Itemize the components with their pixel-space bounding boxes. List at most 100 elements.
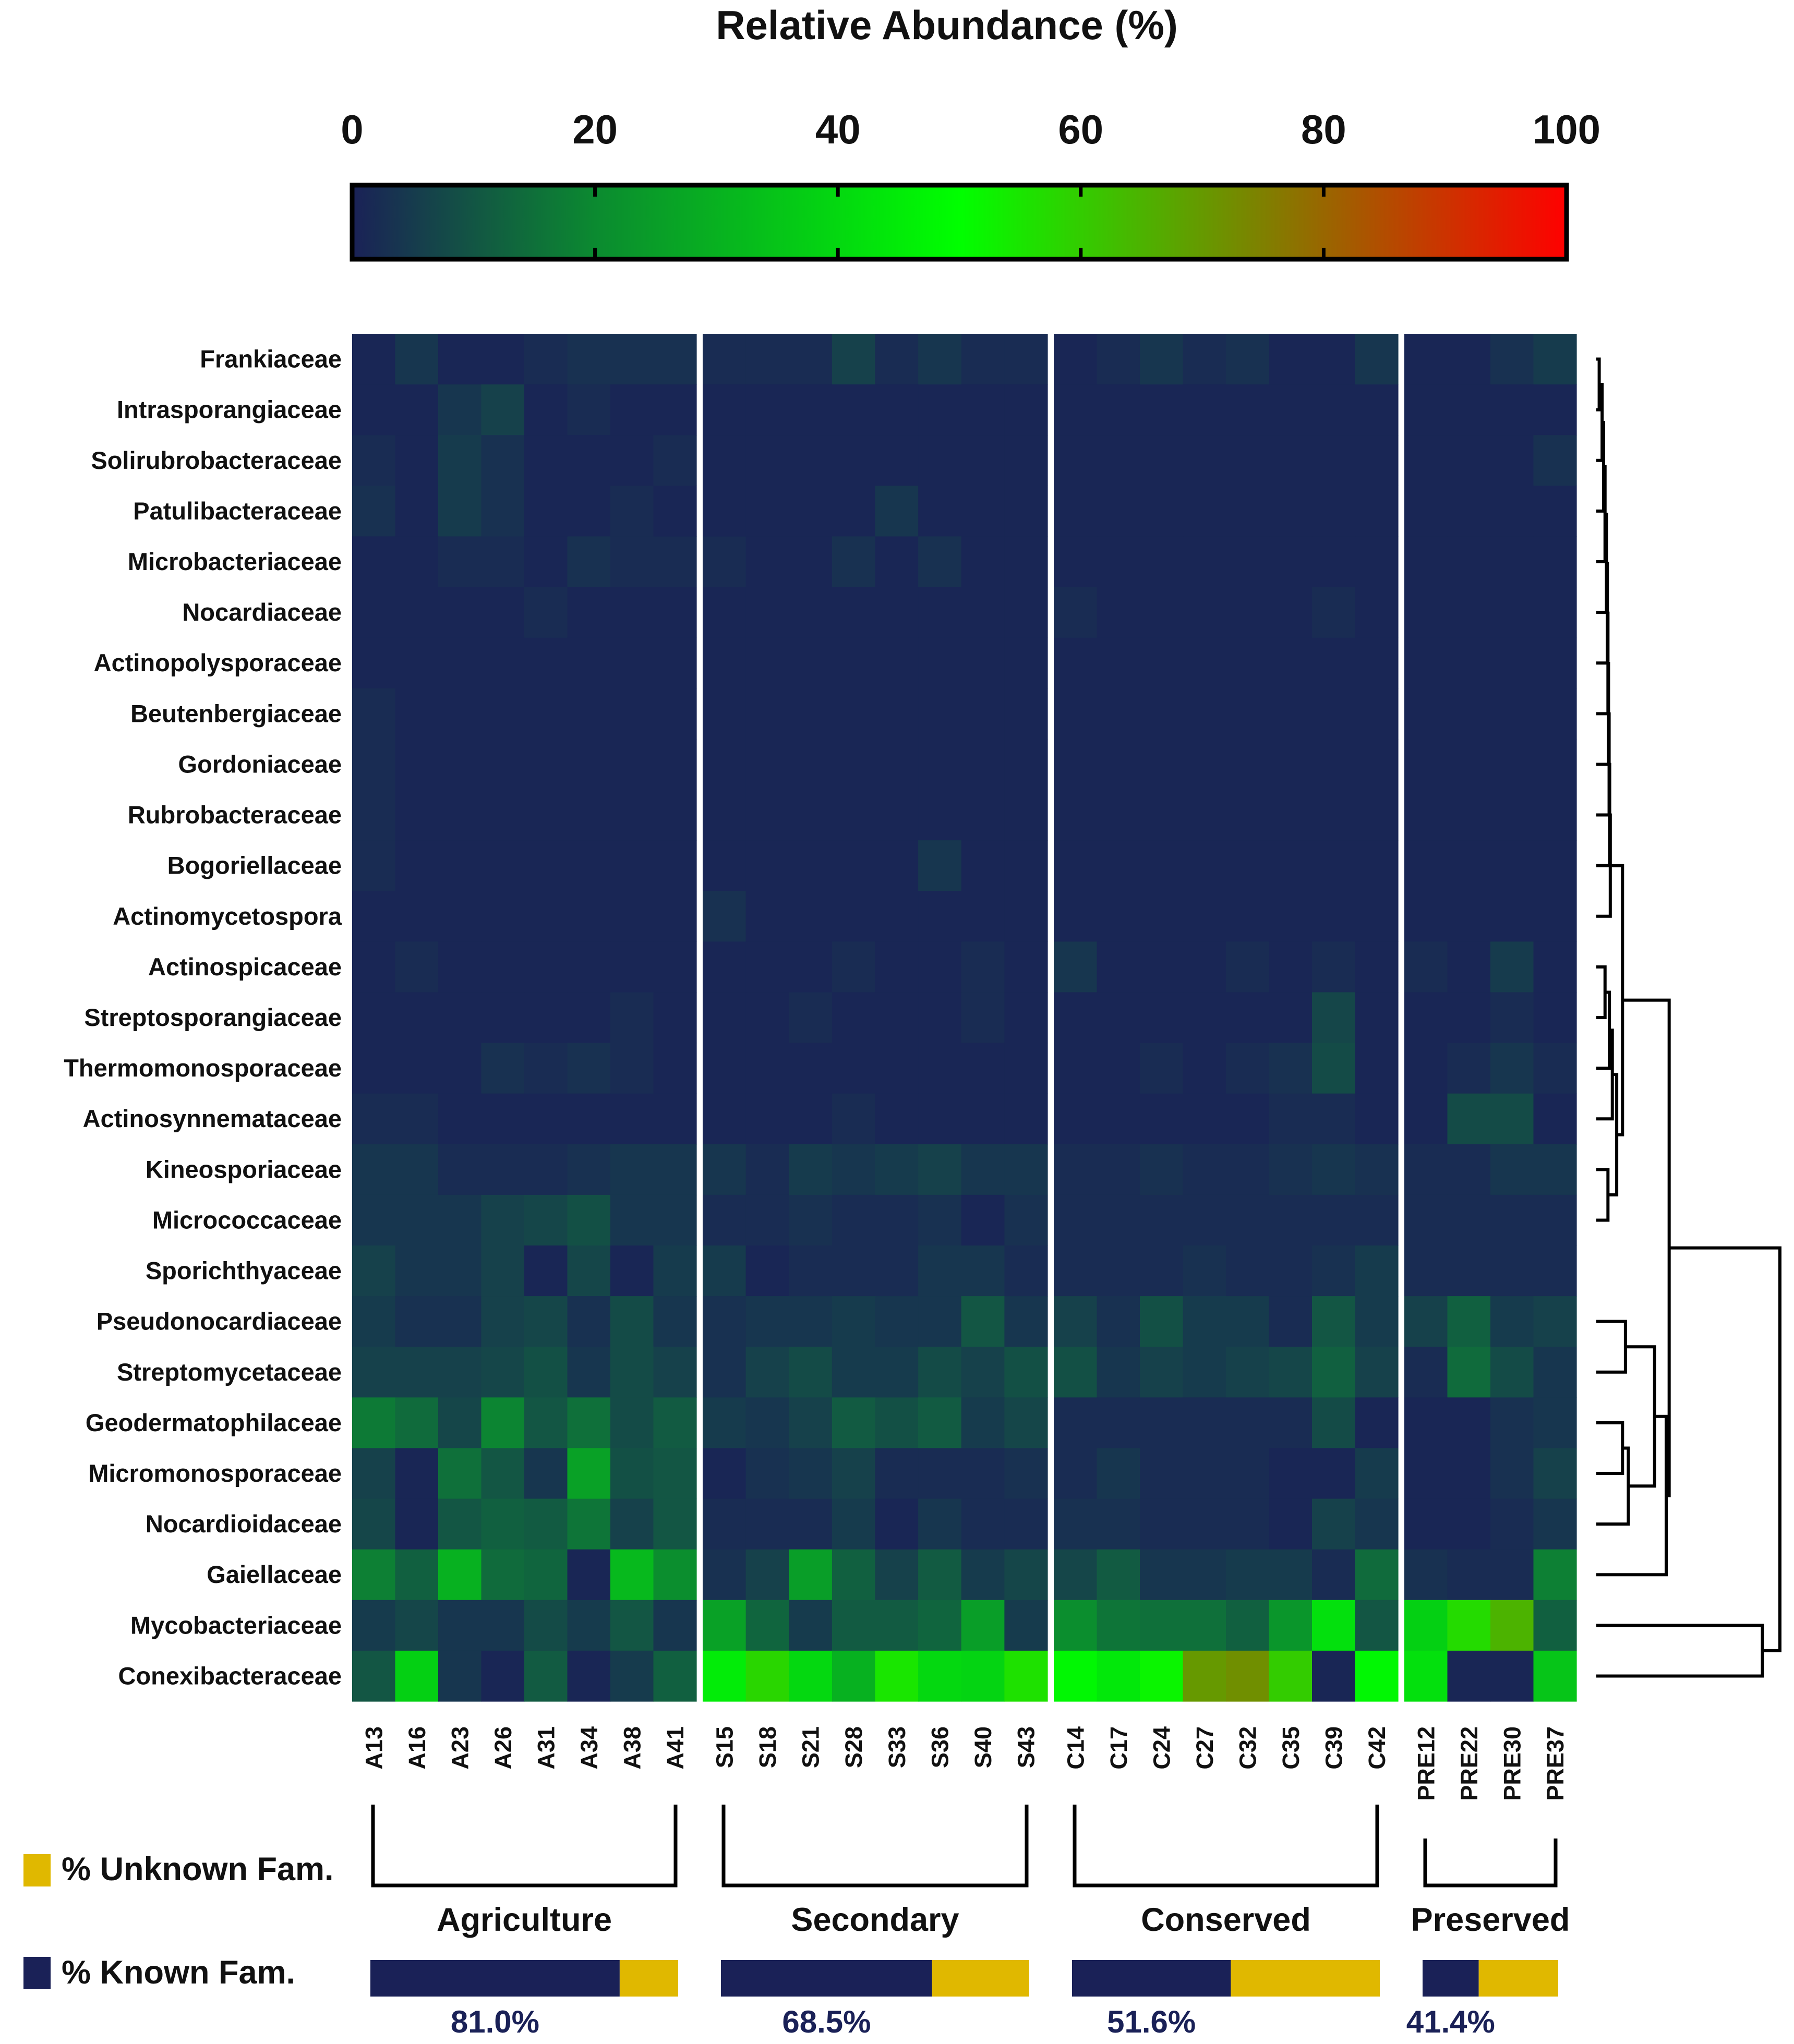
heatmap-cell — [745, 840, 789, 891]
heatmap-cell — [1447, 384, 1491, 436]
heatmap-cell — [1404, 1498, 1448, 1550]
heatmap-cell — [961, 587, 1005, 638]
heatmap-cell — [875, 790, 919, 841]
heatmap-cell — [1312, 587, 1356, 638]
heatmap-cell — [875, 384, 919, 436]
heatmap-cell — [875, 637, 919, 689]
heatmap-cell — [1447, 1549, 1491, 1601]
heatmap-cell — [1226, 1144, 1270, 1195]
heatmap-cell — [524, 1194, 568, 1246]
heatmap-cell — [875, 1549, 919, 1601]
heatmap-cell — [1355, 384, 1399, 436]
heatmap-cell — [832, 1600, 876, 1651]
heatmap-cell — [961, 1093, 1005, 1145]
heatmap-cell — [1404, 1296, 1448, 1347]
group-bracket — [1073, 1805, 1379, 1888]
row-label: Actinopolysporaceae — [94, 649, 342, 676]
heatmap-cell — [745, 486, 789, 537]
heatmap-cell — [832, 384, 876, 436]
heatmap-cell — [1447, 1144, 1491, 1195]
heatmap-cell — [703, 1549, 747, 1601]
heatmap-cell — [1533, 1144, 1577, 1195]
heatmap-cell — [395, 790, 439, 841]
heatmap-cell — [875, 739, 919, 790]
heatmap-cell — [961, 790, 1005, 841]
heatmap-cell — [1533, 486, 1577, 537]
heatmap-cell — [352, 688, 396, 740]
heatmap-cell — [1004, 1448, 1048, 1499]
heatmap-cell — [1226, 1448, 1270, 1499]
heatmap-cell — [1140, 1194, 1184, 1246]
heatmap-cell — [1533, 1650, 1577, 1702]
heatmap-cell — [352, 587, 396, 638]
heatmap-cell — [703, 536, 747, 588]
heatmap-cell — [1355, 1498, 1399, 1550]
heatmap-cell — [1097, 1296, 1140, 1347]
heatmap-cell — [918, 486, 962, 537]
heatmap-cell — [1312, 1144, 1356, 1195]
heatmap-cell — [1183, 1194, 1226, 1246]
column-label: S18 — [754, 1726, 781, 1768]
heatmap-cell — [1404, 1043, 1448, 1094]
heatmap-cell — [1533, 941, 1577, 993]
heatmap-cell — [961, 1549, 1005, 1601]
heatmap-cell — [1140, 941, 1184, 993]
heatmap-cell — [1490, 1093, 1534, 1145]
heatmap-cell — [524, 688, 568, 740]
heatmap-cell — [1183, 1448, 1226, 1499]
heatmap-cell — [567, 486, 611, 537]
heatmap-cell — [481, 1650, 525, 1702]
heatmap-cell — [567, 1498, 611, 1550]
heatmap-cell — [481, 1347, 525, 1398]
heatmap-cell — [1355, 1600, 1399, 1651]
heatmap-cell — [1269, 1650, 1313, 1702]
heatmap-cell — [875, 1245, 919, 1297]
heatmap-cell — [918, 1093, 962, 1145]
dendrogram-branch — [1596, 512, 1608, 614]
heatmap-cell — [1490, 1194, 1534, 1246]
heatmap-cell — [1355, 992, 1399, 1044]
heatmap-cell — [1447, 790, 1491, 841]
heatmap-cell — [745, 992, 789, 1044]
heatmap-cell — [524, 1347, 568, 1398]
heatmap-cell — [1183, 435, 1226, 486]
heatmap-cell — [610, 1245, 654, 1297]
heatmap-cell — [1269, 1397, 1313, 1449]
heatmap-cell — [1490, 435, 1534, 486]
heatmap-cell — [1269, 384, 1313, 436]
heatmap-cell — [703, 1245, 747, 1297]
heatmap-cell — [1054, 334, 1098, 385]
heatmap-cell — [395, 587, 439, 638]
heatmap-cell — [1533, 790, 1577, 841]
heatmap-cell — [1355, 840, 1399, 891]
legend-swatch-unknown — [23, 1854, 51, 1886]
heatmap-cell — [832, 688, 876, 740]
heatmap-cell — [1226, 587, 1270, 638]
heatmap-cell — [1097, 790, 1140, 841]
heatmap-cell — [1183, 1093, 1226, 1145]
heatmap-cell — [653, 587, 697, 638]
heatmap-cell — [610, 587, 654, 638]
heatmap-cell — [1404, 790, 1448, 841]
heatmap-cell — [1054, 1347, 1098, 1398]
heatmap-cell — [1447, 688, 1491, 740]
heatmap-cell — [745, 1144, 789, 1195]
heatmap-cell — [1404, 840, 1448, 891]
heatmap-cell — [1054, 1448, 1098, 1499]
heatmap-cell — [395, 486, 439, 537]
row-label: Nocardioidaceae — [146, 1510, 342, 1538]
heatmap-cell — [1004, 637, 1048, 689]
heatmap-cell — [745, 334, 789, 385]
heatmap-cell — [1140, 435, 1184, 486]
heatmap-cell — [918, 1650, 962, 1702]
heatmap-cell — [1447, 1397, 1491, 1449]
color-scale-tick-label: 80 — [1301, 106, 1346, 152]
heatmap-cell — [1404, 334, 1448, 385]
heatmap-cell — [875, 486, 919, 537]
heatmap-cell — [961, 941, 1005, 993]
heatmap-cell — [1054, 1650, 1098, 1702]
heatmap-cell — [1312, 688, 1356, 740]
heatmap-cell — [1183, 790, 1226, 841]
heatmap-cell — [1140, 486, 1184, 537]
heatmap-cell — [1140, 1245, 1184, 1297]
